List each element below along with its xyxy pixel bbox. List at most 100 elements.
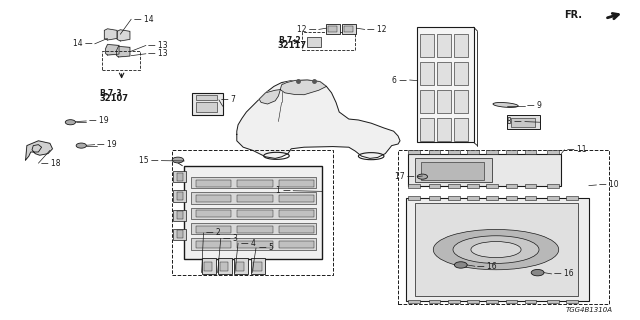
Bar	[237, 180, 273, 187]
Ellipse shape	[433, 229, 559, 270]
Bar	[177, 192, 183, 200]
Bar	[398, 150, 609, 304]
Bar	[191, 223, 316, 234]
Bar	[408, 150, 420, 154]
Text: — 3: — 3	[223, 234, 238, 243]
Bar	[448, 196, 460, 200]
Bar	[191, 192, 316, 204]
Bar	[420, 35, 435, 57]
Bar	[237, 195, 273, 202]
Bar	[173, 210, 186, 221]
Bar	[279, 241, 314, 248]
Bar	[448, 150, 460, 154]
Text: — 18: — 18	[41, 159, 60, 168]
Bar	[420, 91, 435, 113]
Bar	[448, 184, 460, 188]
Text: FR.: FR.	[564, 10, 582, 20]
Ellipse shape	[453, 236, 539, 263]
Bar	[467, 196, 479, 200]
Bar	[196, 95, 217, 100]
Text: — 4: — 4	[241, 239, 255, 248]
Bar	[196, 226, 231, 233]
Text: — 5: — 5	[259, 244, 273, 252]
Bar	[454, 35, 468, 57]
Bar	[437, 35, 451, 57]
Bar	[454, 91, 468, 113]
Bar	[328, 26, 337, 32]
Bar	[408, 300, 420, 303]
Bar	[192, 93, 223, 115]
Bar	[429, 184, 440, 188]
Bar	[279, 210, 314, 217]
Bar	[437, 118, 451, 141]
Bar	[507, 115, 540, 129]
Bar	[279, 226, 314, 233]
Bar	[196, 180, 231, 187]
Bar	[408, 184, 420, 188]
Bar	[415, 158, 492, 182]
Circle shape	[65, 120, 76, 125]
Bar	[218, 258, 232, 274]
Polygon shape	[237, 80, 400, 158]
Bar	[421, 162, 484, 180]
Text: — 2: — 2	[206, 228, 221, 237]
Text: 15 —: 15 —	[139, 156, 159, 165]
Text: 6 —: 6 —	[392, 76, 407, 84]
Bar	[506, 184, 517, 188]
Text: 1 —: 1 —	[276, 186, 291, 195]
Bar	[177, 211, 183, 219]
Ellipse shape	[493, 102, 518, 108]
Bar	[511, 118, 535, 127]
Text: 32107: 32107	[99, 94, 128, 103]
Bar	[202, 258, 216, 274]
Bar	[566, 196, 578, 200]
Bar	[547, 150, 559, 154]
Text: B-7-2: B-7-2	[278, 36, 300, 45]
Bar	[191, 177, 316, 188]
Text: — 9: — 9	[527, 101, 542, 110]
Polygon shape	[259, 90, 280, 104]
Bar	[196, 102, 217, 112]
Bar	[547, 196, 559, 200]
Text: — 16: — 16	[477, 262, 497, 271]
Bar	[196, 195, 231, 202]
Text: 32117: 32117	[278, 41, 307, 50]
Bar	[196, 241, 231, 248]
Bar	[437, 91, 451, 113]
Bar	[196, 210, 231, 217]
Bar	[177, 230, 183, 238]
Text: TGG4B1310A: TGG4B1310A	[566, 307, 613, 313]
Bar	[173, 190, 186, 202]
Bar	[177, 173, 183, 181]
Polygon shape	[26, 141, 52, 160]
Bar	[525, 150, 536, 154]
Bar	[420, 62, 435, 85]
Bar	[237, 241, 273, 248]
Bar	[525, 196, 536, 200]
Bar	[467, 184, 479, 188]
Text: — 10: — 10	[599, 180, 619, 189]
Bar	[429, 196, 440, 200]
Bar	[486, 150, 498, 154]
Bar	[486, 196, 498, 200]
Bar	[547, 300, 559, 303]
Bar	[566, 300, 578, 303]
Circle shape	[531, 269, 544, 276]
Bar	[429, 150, 440, 154]
Bar	[448, 300, 460, 303]
Bar	[344, 26, 353, 32]
Text: — 7: — 7	[221, 95, 236, 104]
Text: — 19: — 19	[89, 116, 109, 125]
Text: 8 —: 8 —	[508, 117, 522, 126]
Bar	[415, 203, 578, 296]
Text: — 16: — 16	[554, 269, 574, 278]
Bar	[408, 196, 420, 200]
Text: 12 —: 12 —	[297, 25, 316, 34]
Polygon shape	[106, 44, 119, 55]
Bar	[302, 32, 355, 50]
Bar	[173, 229, 186, 240]
Bar	[234, 258, 248, 274]
Text: — 19: — 19	[97, 140, 117, 149]
Ellipse shape	[471, 242, 521, 258]
Text: — 13: — 13	[148, 41, 168, 50]
